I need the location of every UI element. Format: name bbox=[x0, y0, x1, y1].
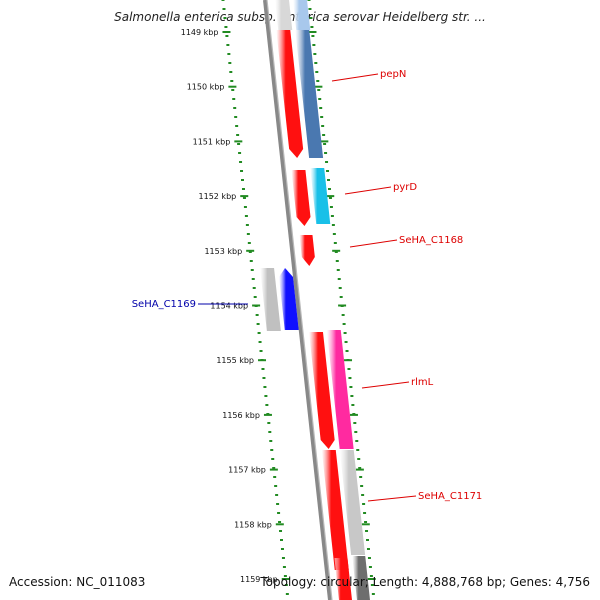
kbp-tick-label: 1159 kbp bbox=[240, 575, 278, 584]
gene-SeHA_C1168[interactable] bbox=[299, 235, 315, 266]
tick-track-left: 1149 kbp 1150 kbp 1151 kbp 1152 kbp 1153 kbp… bbox=[181, 0, 290, 595]
label-leader-line bbox=[349, 239, 398, 248]
gene-labels: pepN pyrD SeHA_C1168 SeHA_C1169 rlmL SeHA_C11… bbox=[132, 69, 483, 502]
gene-label-pepN[interactable]: pepN bbox=[380, 69, 406, 80]
kbp-tick-label: 1157 kbp bbox=[228, 466, 266, 475]
tick-track-right bbox=[307, 0, 376, 595]
cog-pepN[interactable] bbox=[295, 30, 324, 158]
label-leader-line bbox=[344, 186, 392, 195]
gene-track bbox=[260, 0, 370, 600]
cog-pyrD[interactable] bbox=[310, 168, 331, 224]
gene-SeHA_C1169[interactable] bbox=[279, 268, 299, 330]
gene-next[interactable] bbox=[334, 558, 352, 600]
gene-SeHA_C1171[interactable] bbox=[321, 450, 349, 570]
cog-SeHA_C1171[interactable] bbox=[339, 450, 366, 555]
kbp-tick-label: 1149 kbp bbox=[181, 28, 219, 37]
kbp-tick-label: 1155 kbp bbox=[216, 356, 254, 365]
gene-label-SeHA_C1171[interactable]: SeHA_C1171 bbox=[418, 491, 482, 502]
gene-label-SeHA_C1169[interactable]: SeHA_C1169 bbox=[132, 299, 196, 310]
cog-rlmL[interactable] bbox=[326, 330, 354, 449]
gene-label-pyrD[interactable]: pyrD bbox=[393, 182, 417, 193]
gene-rlmL[interactable] bbox=[308, 332, 335, 449]
label-leader-line bbox=[331, 73, 379, 82]
gene-pyrD[interactable] bbox=[291, 170, 311, 226]
gene-label-SeHA_C1168[interactable]: SeHA_C1168 bbox=[399, 235, 463, 246]
kbp-tick-label: 1152 kbp bbox=[199, 192, 237, 201]
kbp-tick-label: 1156 kbp bbox=[222, 411, 260, 420]
backbone-axis bbox=[263, 0, 333, 600]
cog-SeHA_C1169[interactable] bbox=[260, 268, 281, 331]
accession-text: Accession: NC_011083 bbox=[9, 575, 146, 589]
backbone-line bbox=[263, 0, 332, 600]
cog-next[interactable] bbox=[352, 556, 370, 600]
label-leader-line bbox=[361, 381, 410, 389]
gene-label-rlmL[interactable]: rlmL bbox=[411, 377, 434, 388]
gene-pepN[interactable] bbox=[276, 30, 304, 158]
kbp-tick-label: 1150 kbp bbox=[187, 83, 225, 92]
label-leader-line bbox=[367, 495, 417, 502]
kbp-tick-label: 1153 kbp bbox=[204, 247, 242, 256]
kbp-tick-label: 1154 kbp bbox=[210, 302, 248, 311]
kbp-tick-label: 1158 kbp bbox=[234, 520, 272, 529]
backbone-highlight bbox=[266, 0, 333, 600]
cog-prev-blue[interactable] bbox=[293, 0, 311, 30]
kbp-tick-label: 1151 kbp bbox=[193, 137, 231, 146]
topology-text: Topology: circular; Length: 4,888,768 bp… bbox=[260, 575, 590, 589]
cog-prev-grey[interactable] bbox=[275, 0, 293, 30]
